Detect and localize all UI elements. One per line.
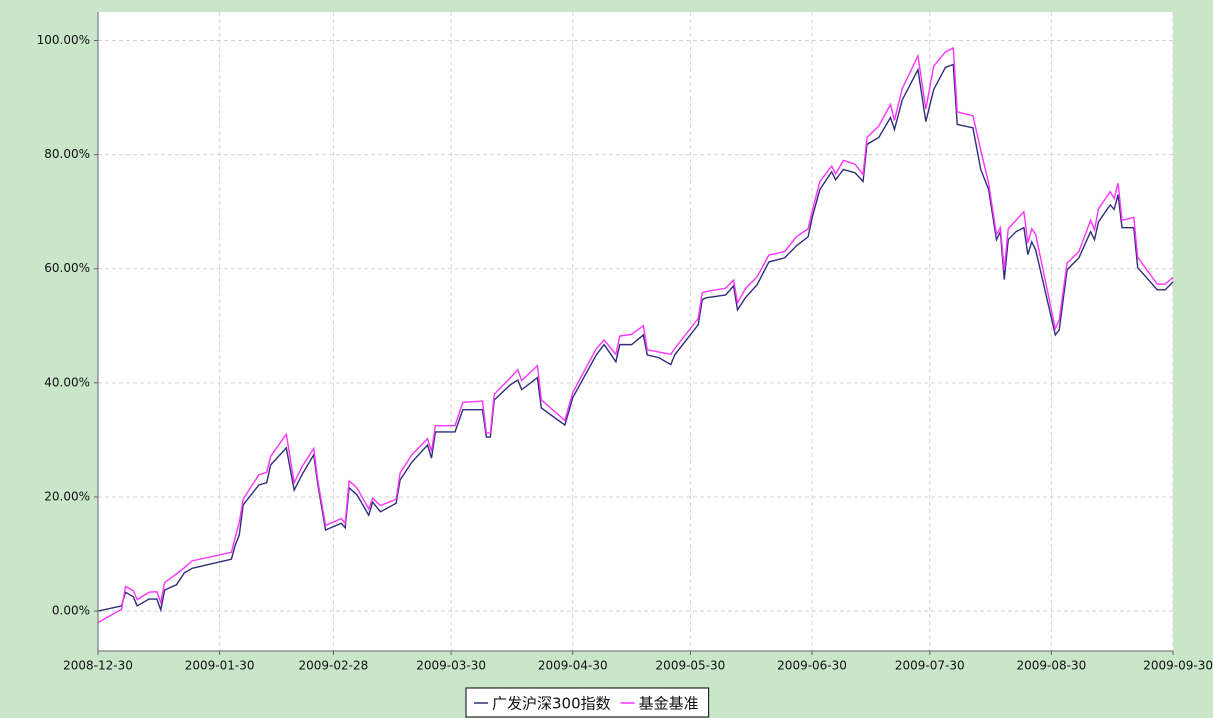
series-line [97, 63, 1174, 613]
x-tick-label: 2009-05-30 [656, 659, 726, 673]
lines [97, 46, 1174, 624]
x-tick-label: 2009-01-30 [185, 659, 255, 673]
axes: 0.00% 20.00% 40.00% 60.00% 80.00% 100.00% 2008… [37, 12, 1213, 673]
x-tick-label: 2009-07-30 [895, 659, 965, 673]
y-tick-label: 40.00% [44, 375, 90, 389]
x-tick-label: 2009-06-30 [777, 659, 847, 673]
legend-label: 基金基准 [639, 695, 699, 713]
series-line [97, 46, 1174, 624]
y-tick-label: 100.00% [37, 33, 90, 47]
x-tick-label: 2009-02-28 [299, 659, 369, 673]
x-tick-label: 2009-04-30 [538, 659, 608, 673]
x-tick-label: 2009-08-30 [1017, 659, 1087, 673]
legend-box [465, 687, 710, 718]
legend-label: 广发沪深300指数 [492, 695, 611, 713]
y-tick-label: 0.00% [52, 604, 90, 618]
y-tick-label: 60.00% [44, 261, 90, 275]
x-tick-label: 2009-09-30 [1143, 659, 1213, 673]
x-tick-label: 2009-03-30 [416, 659, 486, 673]
y-tick-label: 80.00% [44, 147, 90, 161]
legend: 广发沪深300指数 基金基准 [465, 687, 710, 718]
x-tick-label: 2008-12-30 [63, 659, 133, 673]
y-tick-label: 20.00% [44, 489, 90, 503]
